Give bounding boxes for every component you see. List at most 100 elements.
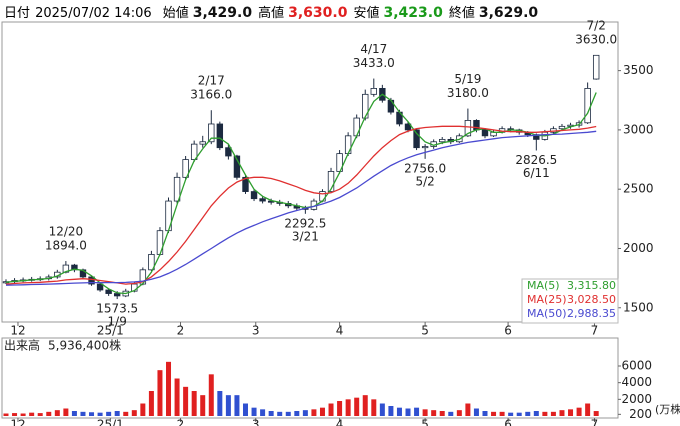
annotation-date: 2/17 <box>198 74 225 88</box>
y-tick-label: 3500 <box>623 63 654 77</box>
header-label: 安値 <box>353 6 380 21</box>
candle-body <box>182 159 189 178</box>
ma-line <box>5 130 597 286</box>
volume-bar <box>371 399 377 416</box>
annotation-date: 5/2 <box>415 174 434 188</box>
x-tick-label: 3 <box>252 324 260 338</box>
x-tick-label: 2 <box>177 324 185 338</box>
candle-body <box>404 123 412 131</box>
candle-body <box>481 129 489 137</box>
volume-bar <box>542 411 548 416</box>
volume-x-tick-label: 5 <box>421 418 429 426</box>
volume-bar <box>499 411 505 416</box>
annotation-date: 1/9 <box>108 315 127 329</box>
annotation-date: 3/21 <box>292 229 319 243</box>
volume-bar <box>242 403 248 416</box>
price-frame <box>1 21 619 323</box>
volume-bar <box>157 370 163 416</box>
volume-bar <box>328 403 334 416</box>
volume-bar <box>54 410 60 416</box>
annotation-value: 3630.0 <box>575 33 617 47</box>
header-value: 3,429.0 <box>192 5 253 21</box>
candle-body <box>173 176 181 202</box>
volume-title: 出来高 <box>4 338 40 353</box>
volume-bar <box>405 408 411 416</box>
volume-bar <box>234 395 240 416</box>
volume-x-tick-label: 12 <box>10 418 25 426</box>
volume-bar <box>414 407 420 416</box>
candle-body <box>190 143 198 160</box>
x-tick-label: 7 <box>591 324 599 338</box>
header-value: 3,630.0 <box>288 5 348 21</box>
candle-body <box>584 88 591 124</box>
volume-y-tick-label: 6000 <box>621 359 652 373</box>
volume-bar <box>568 409 574 416</box>
candle-body <box>216 123 224 149</box>
legend-name: MA(5) <box>527 279 560 292</box>
candle-body <box>242 176 249 192</box>
volume-bar <box>396 407 402 416</box>
volume-bar <box>465 403 471 416</box>
annotation-value: 1573.5 <box>96 302 138 316</box>
volume-x-tick-label: 4 <box>336 418 344 426</box>
volume-bar <box>251 407 257 416</box>
annotation-value: 3166.0 <box>190 88 232 102</box>
volume-bar <box>482 411 488 416</box>
volume-bar <box>140 403 146 416</box>
x-tick-label: 12 <box>10 324 25 338</box>
volume-bar <box>302 410 308 416</box>
candle-body <box>259 198 266 202</box>
ma-line <box>5 125 597 285</box>
annotation-value: 2826.5 <box>515 153 557 167</box>
candle-body <box>558 125 566 130</box>
x-tick-label: 25/1 <box>97 324 124 338</box>
volume-bar <box>183 386 189 416</box>
candle-body <box>327 171 335 192</box>
volume-bar <box>225 395 231 416</box>
candle-body <box>439 138 446 143</box>
candle-body <box>250 191 258 200</box>
volume-bar <box>550 411 556 416</box>
y-tick-label: 2500 <box>623 182 654 196</box>
candle-body <box>96 283 104 291</box>
volume-bar <box>260 409 266 416</box>
header-value: 3,629.0 <box>478 5 539 21</box>
y-tick-label: 1500 <box>623 300 654 314</box>
legend-value: 3,315.80 <box>567 279 616 292</box>
volume-bar <box>123 411 129 416</box>
volume-bar <box>585 403 591 416</box>
volume-bar <box>208 374 214 416</box>
volume-x-tick-label: 2 <box>177 418 185 426</box>
annotation-value: 2292.5 <box>284 216 326 230</box>
volume-bar <box>200 395 206 416</box>
volume-y-tick-label: 4000 <box>621 375 652 389</box>
candle-body <box>353 117 360 137</box>
candle-body <box>148 254 155 271</box>
date-label: 日付 <box>4 6 31 21</box>
volume-bar <box>89 412 95 416</box>
annotation-value: 3433.0 <box>353 56 395 70</box>
volume-bar <box>268 411 274 416</box>
volume-bar <box>311 409 317 416</box>
volume-x-tick-label: 7 <box>591 418 599 426</box>
volume-bar <box>20 413 26 416</box>
volume-bar <box>422 409 428 416</box>
y-tick-label: 2000 <box>623 241 654 255</box>
volume-bar <box>106 411 112 416</box>
volume-x-tick-label: 25/1 <box>97 418 124 426</box>
volume-x-tick-label: 6 <box>504 418 512 426</box>
candle-body <box>370 88 377 95</box>
volume-bar <box>473 408 479 416</box>
candle-body <box>208 123 215 143</box>
x-tick-label: 5 <box>421 324 429 338</box>
candle-body <box>413 129 420 149</box>
ma-line <box>5 92 597 295</box>
volume-bar <box>559 410 565 416</box>
candle-body <box>319 191 326 202</box>
volume-bar <box>12 413 18 416</box>
volume-bar <box>294 411 300 416</box>
volume-bar <box>354 397 360 416</box>
